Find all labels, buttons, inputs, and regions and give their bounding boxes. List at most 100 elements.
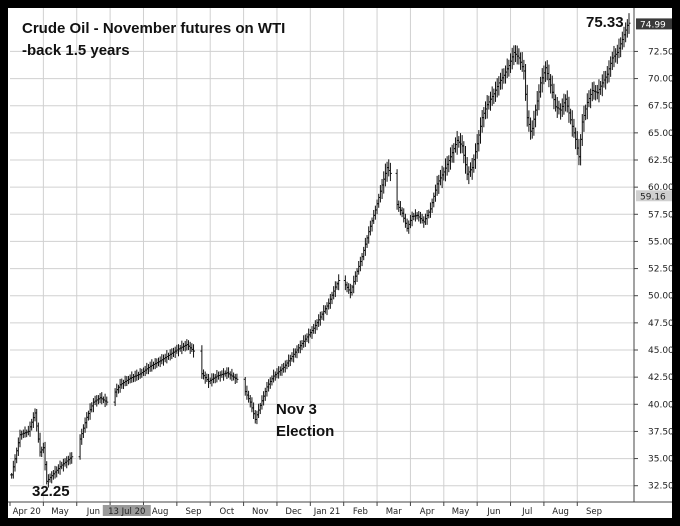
price-box xyxy=(636,18,672,30)
ohlc-bar xyxy=(136,371,140,381)
y-tick-label: 45.00 xyxy=(648,346,674,356)
ohlc-bar xyxy=(146,364,150,375)
ohlc-bar xyxy=(407,220,411,234)
ohlc-bar xyxy=(352,275,356,294)
ohlc-bar xyxy=(257,403,261,419)
ohlc-bar xyxy=(597,79,601,103)
ohlc-bar xyxy=(437,174,441,194)
ohlc-bar xyxy=(337,274,341,291)
annotation-nov3-line-2: Election xyxy=(276,423,334,440)
ohlc-bar xyxy=(285,359,289,370)
ohlc-bar xyxy=(532,110,536,136)
ohlc-bar xyxy=(489,91,493,111)
ohlc-bar xyxy=(61,458,65,472)
ohlc-bar xyxy=(607,60,611,83)
ohlc-bar xyxy=(30,418,34,431)
ohlc-bar xyxy=(43,441,47,471)
ohlc-bar xyxy=(514,45,518,63)
chart-title-line-2: -back 1.5 years xyxy=(22,42,130,59)
x-tick-label: Apr xyxy=(420,507,435,517)
ohlc-bar xyxy=(247,390,251,403)
y-tick-label: 70.00 xyxy=(648,75,674,85)
ohlc-bar xyxy=(562,93,566,115)
ohlc-bar xyxy=(624,22,628,43)
ohlc-bar xyxy=(625,19,629,38)
ohlc-bar xyxy=(218,371,222,382)
ohlc-bar xyxy=(494,81,498,102)
ohlc-bar xyxy=(115,383,119,398)
ohlc-bar xyxy=(95,395,99,407)
ohlc-bar xyxy=(151,361,155,370)
ohlc-bar xyxy=(432,192,436,208)
ohlc-bar xyxy=(322,305,326,321)
ohlc-bar xyxy=(175,344,179,354)
ohlc-bar xyxy=(78,434,82,460)
ohlc-bar xyxy=(560,98,564,117)
ohlc-bar xyxy=(100,392,104,405)
ohlc-bar xyxy=(580,114,584,146)
ohlc-bar xyxy=(509,53,513,73)
chart-background xyxy=(8,8,672,518)
ohlc-bar xyxy=(569,108,573,125)
ohlc-bar xyxy=(480,110,484,133)
ohlc-bar xyxy=(610,51,614,70)
ohlc-bar xyxy=(418,211,422,224)
ohlc-bar xyxy=(362,246,366,261)
ohlc-bar xyxy=(499,72,503,90)
ohlc-bar xyxy=(93,395,97,406)
ohlc-bar xyxy=(373,205,377,220)
ohlc-bar xyxy=(305,333,309,343)
ohlc-bar xyxy=(262,391,266,406)
ohlc-bar xyxy=(512,45,516,66)
y-tick-label: 32.50 xyxy=(648,482,674,492)
ohlc-bar xyxy=(190,343,194,352)
ohlc-bar xyxy=(307,328,311,344)
x-tick-label: Sep xyxy=(586,507,602,517)
ohlc-bar xyxy=(400,207,404,218)
ohlc-bar xyxy=(332,286,336,300)
ohlc-bar xyxy=(465,157,469,181)
ohlc-bar xyxy=(295,345,299,359)
ohlc-bar xyxy=(540,68,544,93)
ohlc-bar xyxy=(485,95,489,119)
ohlc-bar xyxy=(428,202,432,218)
ohlc-bar xyxy=(10,472,14,479)
x-tick-label: Jan 21 xyxy=(313,507,341,517)
ohlc-bar xyxy=(243,377,247,396)
ohlc-bar xyxy=(233,373,237,385)
ohlc-bar xyxy=(267,379,271,392)
annotation-low: 32.25 xyxy=(32,483,70,500)
ohlc-bar xyxy=(609,56,613,77)
ohlc-bar xyxy=(18,429,22,448)
ohlc-bar xyxy=(602,71,606,88)
ohlc-bar xyxy=(278,366,282,376)
ohlc-bar xyxy=(16,437,20,456)
ohlc-bar xyxy=(158,356,162,368)
ohlc-bar xyxy=(210,373,214,387)
ohlc-bar xyxy=(168,349,172,361)
ohlc-bar xyxy=(375,199,379,215)
ohlc-bar xyxy=(425,209,429,225)
ohlc-bar xyxy=(273,371,277,381)
ohlc-bar xyxy=(370,217,374,232)
ohlc-bar xyxy=(50,471,54,484)
ohlc-bar xyxy=(398,201,402,216)
x-tick-label: Jul xyxy=(521,507,532,517)
ohlc-bar xyxy=(357,261,361,275)
ohlc-bar xyxy=(517,48,521,65)
y-tick-label: 42.50 xyxy=(648,373,674,383)
ohlc-bar xyxy=(565,90,569,113)
ohlc-bar xyxy=(358,256,362,272)
ohlc-bar xyxy=(595,84,599,100)
ohlc-bar xyxy=(484,101,488,120)
ohlc-bar xyxy=(20,430,24,440)
ohlc-bar xyxy=(25,429,29,438)
ohlc-bar xyxy=(96,395,100,405)
ohlc-bar xyxy=(585,93,589,120)
ohlc-bar xyxy=(260,395,264,410)
ohlc-bar xyxy=(440,165,444,189)
y-tick-labels: 32.50 35.00 37.50 40.00 42.50 45.00 47.50 50.00… xyxy=(648,47,674,491)
ohlc-bar xyxy=(594,85,598,101)
ohlc-bar xyxy=(31,412,35,428)
